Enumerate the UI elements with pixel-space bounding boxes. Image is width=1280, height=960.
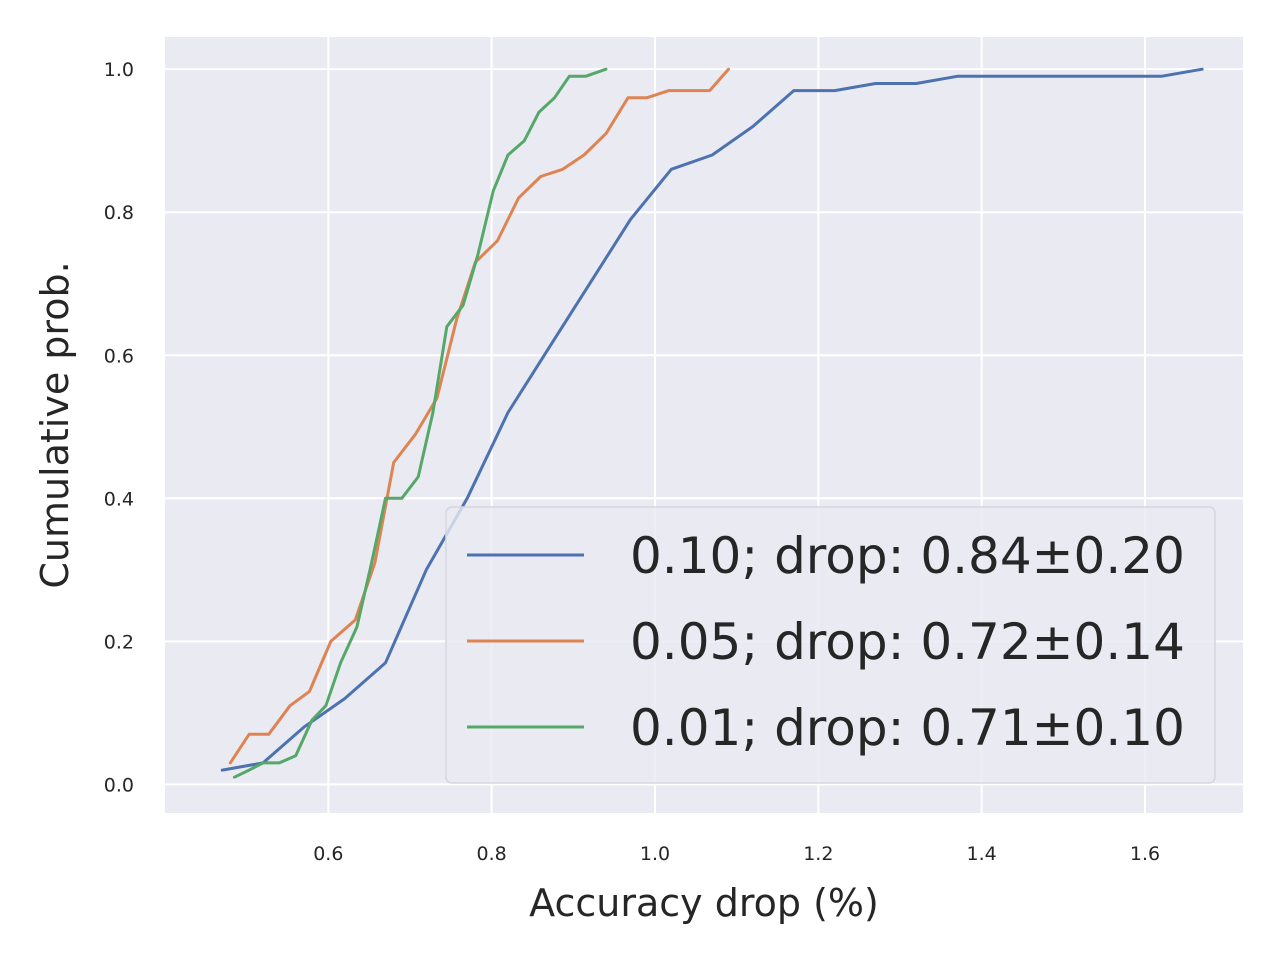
x-axis-label: Accuracy drop (%) (529, 881, 879, 925)
y-tick-label: 0.2 (104, 631, 134, 653)
y-tick-label: 0.8 (104, 202, 134, 224)
x-tick-label: 1.6 (1130, 843, 1160, 865)
x-tick-label: 1.2 (803, 843, 833, 865)
x-tick-label: 0.6 (313, 843, 343, 865)
legend-box (445, 506, 1216, 784)
x-tick-label: 1.4 (967, 843, 997, 865)
grid-lines (165, 37, 1243, 813)
legend: 0.10; drop: 0.84±0.20 0.05; drop: 0.72±0.… (445, 506, 1216, 784)
legend-label-2: 0.05; drop: 0.72±0.14 (630, 613, 1185, 671)
x-tick-labels: 0.6 0.8 1.0 1.2 1.4 1.6 (313, 843, 1160, 865)
y-tick-label: 1.0 (104, 59, 134, 81)
y-axis-label: Cumulative prob. (33, 261, 77, 588)
series-line-1 (220, 67, 1204, 772)
x-tick-label: 1.0 (640, 843, 670, 865)
legend-label-1: 0.10; drop: 0.84±0.20 (630, 527, 1185, 585)
legend-label-3: 0.01; drop: 0.71±0.10 (630, 699, 1185, 757)
series-lines (220, 67, 1204, 779)
y-tick-label: 0.0 (104, 774, 134, 796)
series-line-3 (232, 67, 608, 779)
x-tick-label: 0.8 (477, 843, 507, 865)
y-tick-labels: 0.0 0.2 0.4 0.6 0.8 1.0 (104, 59, 134, 796)
y-tick-label: 0.6 (104, 345, 134, 367)
y-tick-label: 0.4 (104, 488, 134, 510)
